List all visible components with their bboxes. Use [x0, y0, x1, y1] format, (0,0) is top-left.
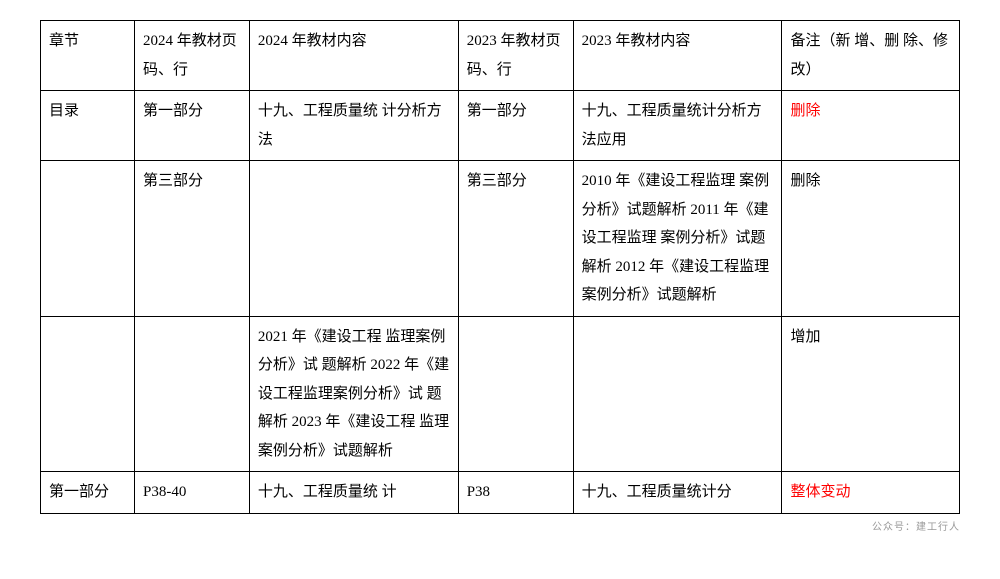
cell-chapter [41, 161, 135, 317]
cell-chapter: 目录 [41, 91, 135, 161]
cell-remark: 删除 [782, 91, 960, 161]
table-header-row: 章节 2024 年教材页码、行 2024 年教材内容 2023 年教材页码、行 … [41, 21, 960, 91]
cell-remark: 增加 [782, 316, 960, 472]
cell-2023-page [458, 316, 573, 472]
header-cell-2023-content: 2023 年教材内容 [573, 21, 782, 91]
cell-2024-page: 第三部分 [134, 161, 249, 317]
header-cell-2024-page: 2024 年教材页码、行 [134, 21, 249, 91]
cell-2023-page: P38 [458, 472, 573, 514]
table-row: 2021 年《建设工程 监理案例分析》试 题解析 2022 年《建设工程监理案例… [41, 316, 960, 472]
cell-2024-content: 十九、工程质量统 计分析方法 [249, 91, 458, 161]
cell-chapter: 第一部分 [41, 472, 135, 514]
footer-text: 公众号：建工行人 [40, 518, 960, 533]
cell-2024-page: 第一部分 [134, 91, 249, 161]
header-cell-remark: 备注（新 增、删 除、修 改） [782, 21, 960, 91]
header-cell-2024-content: 2024 年教材内容 [249, 21, 458, 91]
cell-chapter [41, 316, 135, 472]
table-row: 目录 第一部分 十九、工程质量统 计分析方法 第一部分 十九、工程质量统计分析方… [41, 91, 960, 161]
header-cell-chapter: 章节 [41, 21, 135, 91]
cell-2023-page: 第三部分 [458, 161, 573, 317]
cell-2024-content [249, 161, 458, 317]
cell-2023-content: 十九、工程质量统计分析方法应用 [573, 91, 782, 161]
cell-2024-page: P38-40 [134, 472, 249, 514]
comparison-table: 章节 2024 年教材页码、行 2024 年教材内容 2023 年教材页码、行 … [40, 20, 960, 514]
table-row: 第三部分 第三部分 2010 年《建设工程监理 案例分析》试题解析 2011 年… [41, 161, 960, 317]
table-row: 第一部分 P38-40 十九、工程质量统 计 P38 十九、工程质量统计分 整体… [41, 472, 960, 514]
cell-2023-content: 十九、工程质量统计分 [573, 472, 782, 514]
cell-remark: 整体变动 [782, 472, 960, 514]
cell-remark: 删除 [782, 161, 960, 317]
cell-2023-content: 2010 年《建设工程监理 案例分析》试题解析 2011 年《建设工程监理 案例… [573, 161, 782, 317]
header-cell-2023-page: 2023 年教材页码、行 [458, 21, 573, 91]
cell-2024-content: 十九、工程质量统 计 [249, 472, 458, 514]
cell-2023-content [573, 316, 782, 472]
cell-2024-page [134, 316, 249, 472]
cell-2023-page: 第一部分 [458, 91, 573, 161]
cell-2024-content: 2021 年《建设工程 监理案例分析》试 题解析 2022 年《建设工程监理案例… [249, 316, 458, 472]
